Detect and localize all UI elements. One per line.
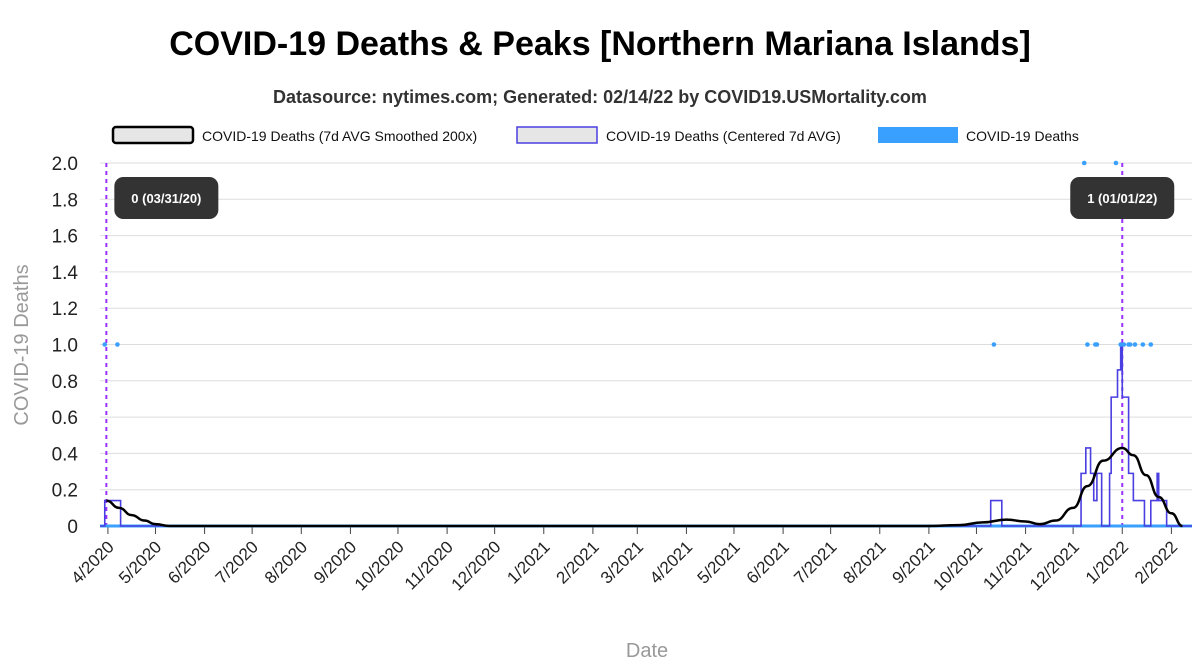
x-tick-label: 6/2021 bbox=[743, 537, 793, 587]
x-tick-label: 10/2021 bbox=[929, 537, 986, 594]
y-tick-label: 1.2 bbox=[52, 299, 78, 320]
legend-swatch-centered bbox=[516, 126, 598, 144]
x-tick-label: 1/2021 bbox=[503, 537, 553, 587]
x-tick-label: 5/2021 bbox=[694, 537, 744, 587]
x-tick-label: 3/2021 bbox=[597, 537, 647, 587]
x-tick-label: 2/2021 bbox=[553, 537, 603, 587]
y-axis-title: COVID-19 Deaths bbox=[11, 264, 33, 425]
death-point bbox=[991, 342, 997, 347]
legend-label-deaths: COVID-19 Deaths bbox=[966, 128, 1079, 144]
x-axis-ticks: 4/20205/20206/20207/20208/20209/202010/2… bbox=[68, 526, 1181, 594]
y-tick-label: 0.2 bbox=[52, 481, 78, 502]
legend: COVID-19 Deaths (7d AVG Smoothed 200x) C… bbox=[111, 125, 1079, 145]
x-tick-label: 12/2021 bbox=[1026, 537, 1083, 594]
series bbox=[100, 343, 1192, 528]
x-tick-label: 8/2020 bbox=[261, 537, 311, 587]
legend-swatch-deaths bbox=[878, 127, 958, 143]
x-tick-label: 5/2020 bbox=[115, 537, 165, 587]
annotation-text: 0 (03/31/20) bbox=[131, 191, 201, 206]
annotation-box bbox=[114, 177, 219, 219]
death-points bbox=[102, 160, 1154, 347]
x-tick-label: 11/2020 bbox=[401, 537, 457, 593]
annotation-text: 1 (01/01/22) bbox=[1087, 191, 1157, 206]
peak-annotations: 0 (03/31/20) 1 (01/01/22) bbox=[114, 177, 1175, 219]
y-tick-label: 1.0 bbox=[52, 336, 78, 357]
legend-label-smoothed: COVID-19 Deaths (7d AVG Smoothed 200x) bbox=[202, 128, 477, 144]
death-point bbox=[1140, 342, 1146, 347]
x-tick-label: 4/2021 bbox=[646, 537, 696, 587]
death-point bbox=[1118, 342, 1123, 347]
death-point bbox=[1148, 342, 1154, 347]
y-tick-label: 0.4 bbox=[52, 444, 79, 465]
x-tick-label: 1/2022 bbox=[1082, 537, 1132, 587]
y-tick-label: 2.0 bbox=[52, 154, 78, 175]
y-tick-label: 0.6 bbox=[52, 408, 78, 429]
chart-title: COVID-19 Deaths & Peaks [Northern Marian… bbox=[169, 25, 1031, 63]
peak-annotation: 1 (01/01/22) bbox=[1070, 177, 1175, 219]
death-point bbox=[1081, 160, 1087, 166]
x-tick-label: 10/2020 bbox=[351, 537, 408, 594]
chart-subtitle: Datasource: nytimes.com; Generated: 02/1… bbox=[273, 87, 927, 107]
x-tick-label: 4/2020 bbox=[68, 537, 118, 587]
y-tick-label: 1.4 bbox=[52, 263, 79, 284]
x-tick-label: 8/2021 bbox=[839, 537, 889, 587]
death-point bbox=[1132, 342, 1138, 347]
x-tick-label: 2/2022 bbox=[1131, 537, 1181, 587]
death-point bbox=[1085, 342, 1090, 347]
death-point bbox=[115, 342, 120, 347]
y-tick-label: 0.8 bbox=[52, 372, 78, 393]
peak-annotation: 0 (03/31/20) bbox=[114, 177, 219, 219]
x-tick-label: 11/2021 bbox=[979, 537, 1035, 593]
death-point bbox=[1094, 342, 1100, 347]
y-axis-ticks: 0 0.2 0.4 0.6 0.8 1.0 1.2 1.4 1.6 1.8 2.0 bbox=[52, 154, 79, 538]
smoothed-7d-avg-line bbox=[106, 446, 1183, 528]
x-tick-label: 12/2020 bbox=[448, 537, 505, 594]
x-tick-label: 7/2020 bbox=[212, 537, 262, 587]
y-tick-label: 1.6 bbox=[52, 227, 78, 248]
y-tick-label: 1.8 bbox=[52, 190, 78, 211]
centered-7d-avg-line bbox=[100, 343, 1192, 527]
x-tick-label: 7/2021 bbox=[790, 537, 840, 587]
death-point bbox=[102, 342, 108, 347]
grid bbox=[100, 162, 1192, 527]
death-point bbox=[1127, 342, 1133, 347]
x-tick-label: 6/2020 bbox=[164, 537, 214, 587]
death-point bbox=[1121, 342, 1127, 347]
annotation-box bbox=[1070, 177, 1175, 219]
x-axis-title: Date bbox=[626, 640, 668, 662]
y-tick-label: 0 bbox=[67, 517, 78, 538]
death-point bbox=[1113, 160, 1119, 166]
legend-swatch-smoothed bbox=[111, 125, 195, 145]
legend-label-centered: COVID-19 Deaths (Centered 7d AVG) bbox=[606, 128, 841, 144]
